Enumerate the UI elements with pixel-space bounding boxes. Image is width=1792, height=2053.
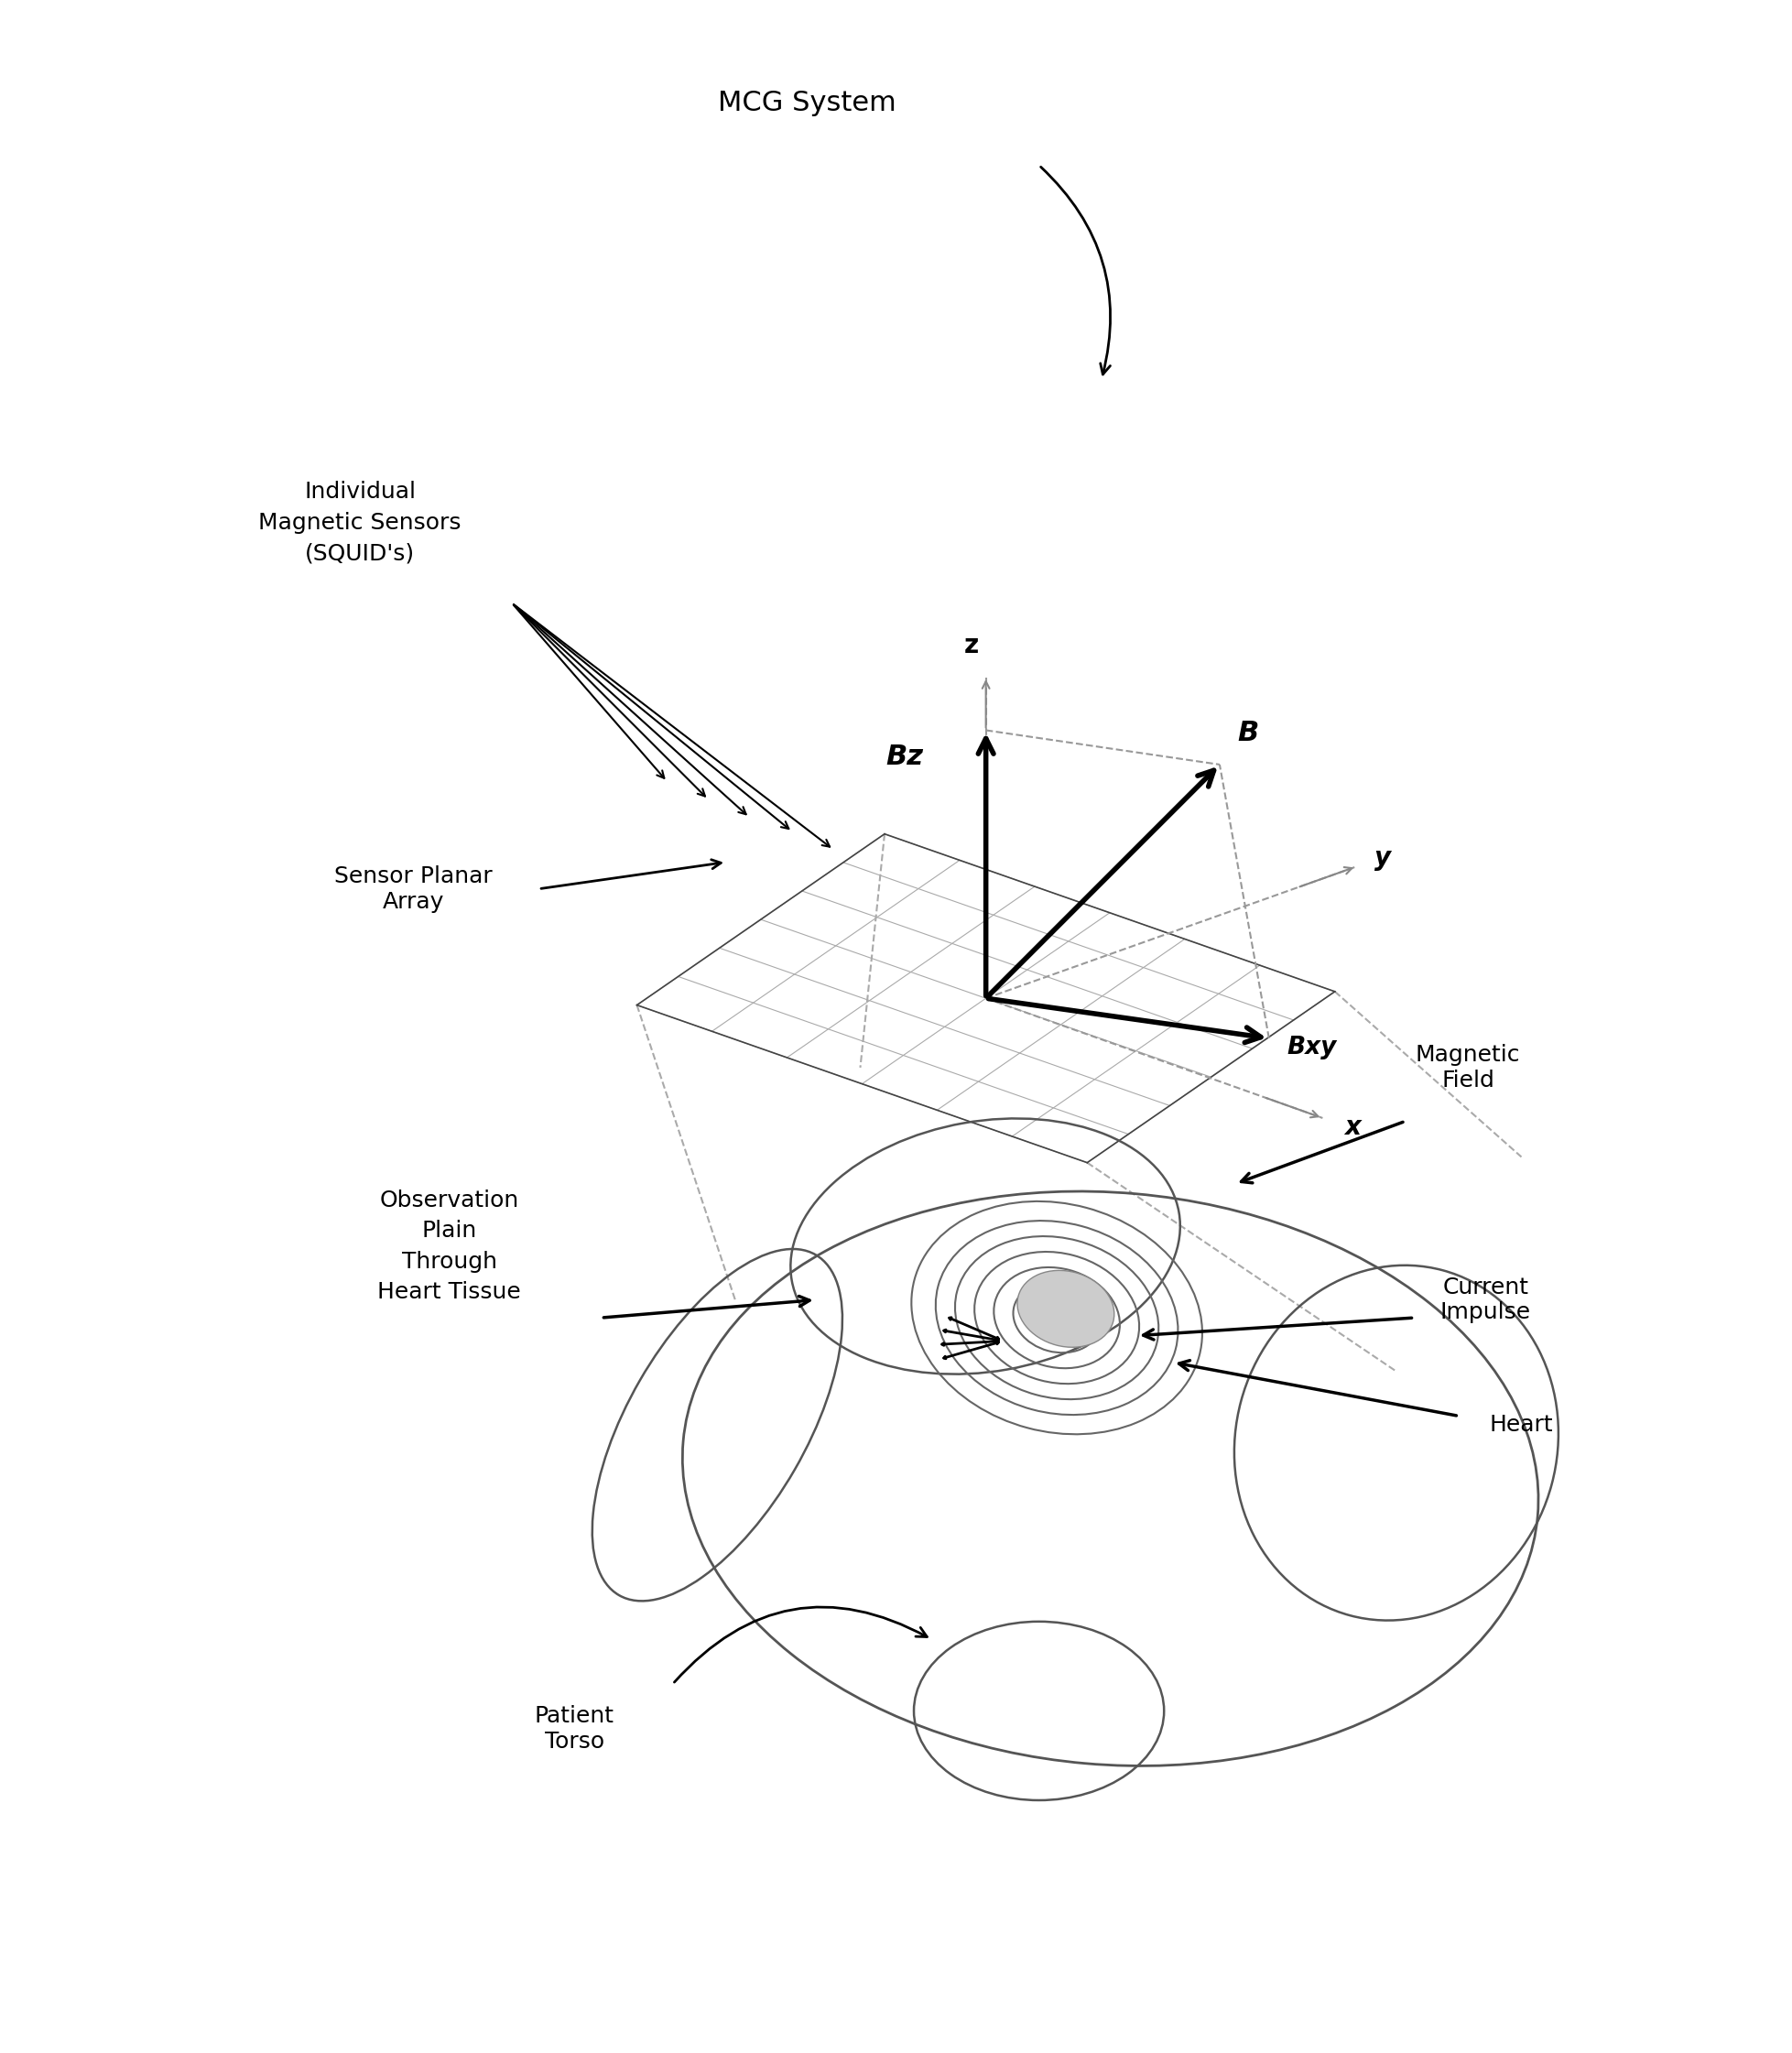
Text: Magnetic
Field: Magnetic Field (1416, 1043, 1520, 1092)
Text: Heart: Heart (1489, 1415, 1554, 1435)
Text: Sensor Planar
Array: Sensor Planar Array (335, 864, 493, 914)
Text: MCG System: MCG System (717, 90, 896, 115)
Text: x: x (1344, 1115, 1360, 1139)
FancyArrowPatch shape (1041, 166, 1111, 374)
Text: Observation
Plain
Through
Heart Tissue: Observation Plain Through Heart Tissue (378, 1189, 521, 1304)
Text: y: y (1374, 846, 1391, 870)
Text: Patient
Torso: Patient Torso (534, 1706, 615, 1753)
FancyArrowPatch shape (674, 1607, 926, 1681)
Text: Individual
Magnetic Sensors
(SQUID's): Individual Magnetic Sensors (SQUID's) (258, 480, 461, 565)
Text: Bxy: Bxy (1287, 1035, 1337, 1059)
Ellipse shape (1018, 1271, 1115, 1347)
Text: B: B (1238, 721, 1258, 747)
Text: Bz: Bz (885, 743, 923, 770)
Text: z: z (964, 632, 978, 659)
Text: Current
Impulse: Current Impulse (1441, 1277, 1530, 1324)
